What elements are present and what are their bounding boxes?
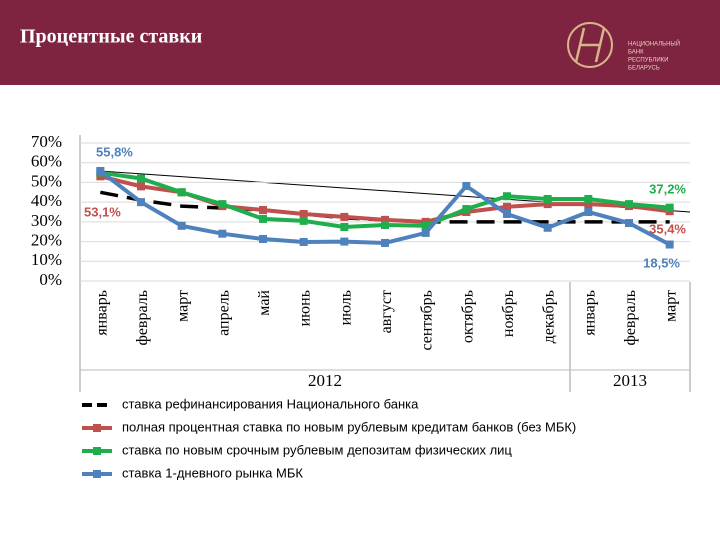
slide-title: Процентные ставки bbox=[20, 26, 202, 48]
logo-text: БЕЛАРУСЬ bbox=[628, 66, 660, 72]
y-tick-label: 20% bbox=[31, 230, 62, 249]
logo-text: БАНК bbox=[628, 50, 644, 56]
y-tick-label: 70% bbox=[31, 132, 62, 151]
marker bbox=[137, 198, 145, 207]
x-tick-label: июнь bbox=[297, 290, 314, 326]
logo-text: НАЦИОНАЛЬНЫЙ bbox=[628, 40, 680, 48]
x-tick-label: март bbox=[663, 290, 680, 322]
y-tick-label: 40% bbox=[31, 191, 62, 210]
data-label: 18,5% bbox=[643, 255, 680, 270]
marker bbox=[584, 208, 593, 216]
marker bbox=[462, 205, 471, 214]
marker bbox=[665, 203, 674, 212]
marker bbox=[584, 194, 593, 203]
marker bbox=[340, 212, 349, 221]
y-tick-label: 0% bbox=[39, 270, 62, 289]
marker bbox=[421, 228, 430, 237]
y-tick-label: 30% bbox=[31, 211, 62, 230]
marker bbox=[259, 235, 267, 244]
year-label: 2012 bbox=[308, 371, 342, 390]
logo-emblem bbox=[567, 22, 613, 68]
data-label: 35,4% bbox=[649, 221, 686, 236]
legend-marker bbox=[93, 424, 101, 432]
data-label: 53,1% bbox=[84, 204, 121, 219]
legend-label: ставка 1-дневного рынка МБК bbox=[122, 465, 303, 480]
marker bbox=[503, 202, 511, 211]
legend-label: полная процентная ставка по новым рублев… bbox=[122, 419, 576, 434]
marker bbox=[543, 200, 552, 209]
x-tick-label: апрель bbox=[215, 290, 232, 336]
x-tick-label: май bbox=[256, 290, 273, 316]
marker bbox=[299, 216, 308, 225]
legend-label: ставка по новым срочным рублевым депозит… bbox=[122, 442, 512, 457]
marker bbox=[625, 200, 633, 209]
x-tick-label: октябрь bbox=[459, 290, 476, 343]
marker bbox=[137, 174, 145, 183]
marker bbox=[340, 237, 349, 246]
legend-label: ставка рефинансирования Национального ба… bbox=[122, 396, 419, 411]
marker bbox=[625, 219, 633, 228]
x-tick-label: февраль bbox=[622, 290, 639, 346]
marker bbox=[218, 229, 227, 238]
marker bbox=[259, 214, 267, 223]
logo-mark bbox=[574, 27, 606, 63]
marker bbox=[421, 221, 430, 230]
x-tick-label: декабрь bbox=[541, 290, 558, 343]
x-tick-label: март bbox=[175, 290, 192, 322]
legend-marker bbox=[93, 447, 101, 455]
marker bbox=[462, 181, 471, 190]
x-tick-label: сентябрь bbox=[419, 290, 436, 351]
data-label: 37,2% bbox=[649, 181, 686, 196]
x-tick-label: январь bbox=[93, 290, 110, 336]
marker bbox=[381, 221, 389, 230]
x-tick-label: июль bbox=[337, 290, 354, 325]
x-tick-label: август bbox=[378, 290, 395, 333]
y-tick-label: 60% bbox=[31, 152, 62, 171]
data-label: 55,8% bbox=[96, 144, 133, 159]
marker bbox=[218, 200, 227, 209]
marker bbox=[96, 166, 105, 175]
year-label: 2013 bbox=[613, 371, 647, 390]
marker bbox=[177, 188, 186, 197]
marker bbox=[259, 206, 267, 215]
marker bbox=[381, 238, 389, 247]
x-tick-label: ноябрь bbox=[500, 290, 517, 337]
x-tick-label: январь bbox=[581, 290, 598, 336]
marker bbox=[584, 200, 593, 209]
legend-marker bbox=[93, 470, 101, 478]
marker bbox=[665, 240, 674, 249]
marker bbox=[137, 182, 145, 191]
marker bbox=[543, 194, 552, 203]
logo bbox=[567, 22, 613, 68]
y-tick-label: 10% bbox=[31, 250, 62, 269]
marker bbox=[503, 209, 511, 218]
marker bbox=[543, 223, 552, 232]
marker bbox=[503, 192, 511, 201]
marker bbox=[381, 215, 389, 224]
marker bbox=[177, 221, 186, 230]
marker bbox=[299, 237, 308, 246]
marker bbox=[299, 209, 308, 218]
marker bbox=[340, 222, 349, 231]
x-tick-label: февраль bbox=[134, 290, 151, 346]
y-tick-label: 50% bbox=[31, 171, 62, 190]
logo-text: РЕСПУБЛИКИ bbox=[628, 58, 668, 64]
